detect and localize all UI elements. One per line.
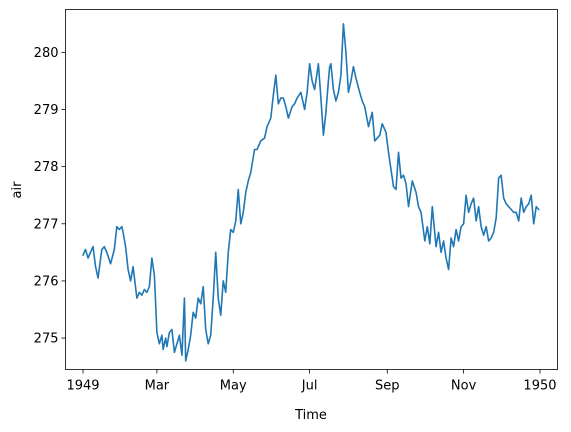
x-tick-label: Jul — [301, 379, 318, 394]
y-tick-label: 280 — [34, 46, 59, 61]
x-tick-label: May — [220, 379, 247, 394]
y-tick-label: 278 — [34, 160, 59, 175]
axes-frame — [65, 9, 558, 370]
x-axis: 1949 Mar May Jul Sep Nov 1950 — [66, 369, 557, 394]
series-line — [82, 22, 540, 362]
x-tick-label: 1949 — [66, 379, 99, 394]
x-tick-label: 1950 — [523, 379, 556, 394]
x-tick-label: Mar — [145, 379, 170, 394]
y-tick-label: 279 — [34, 103, 59, 118]
y-axis-title: air — [10, 181, 25, 199]
y-tick-label: 276 — [34, 274, 59, 289]
x-tick-label: Sep — [375, 379, 400, 394]
x-axis-title: Time — [294, 408, 327, 423]
y-tick-label: 277 — [34, 217, 59, 232]
y-tick-label: 275 — [34, 332, 59, 347]
x-tick-label: Nov — [451, 379, 477, 394]
y-axis: 275 276 277 278 279 280 — [34, 46, 66, 347]
plot-area — [82, 22, 540, 362]
